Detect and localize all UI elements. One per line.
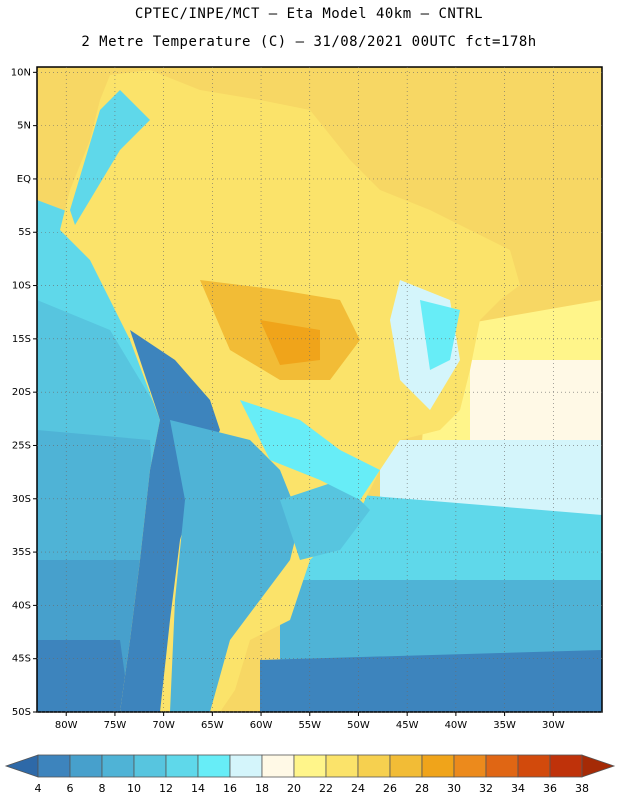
colorbar-swatch [261,754,295,778]
lon-label: 70W [152,720,175,731]
lat-label: 10S [12,281,31,292]
lat-label: EQ [17,174,31,185]
colorbar-label: 6 [67,782,74,795]
lon-label: 35W [493,720,516,731]
colorbar-swatch [421,754,455,778]
colorbar-swatch [357,754,391,778]
central-hot [260,320,320,365]
colorbar-swatch [101,754,135,778]
map-subtitle: 2 Metre Temperature (C) – 31/08/2021 00U… [81,34,537,50]
lon-label: 30W [542,720,565,731]
lon-label: 75W [104,720,127,731]
atlantic-band-22 [470,360,602,460]
atlantic-band-20 [380,440,602,520]
lat-label: 45S [12,654,31,665]
temperature-field [37,67,602,712]
colorbar-swatch [165,754,199,778]
lon-label: 45W [396,720,419,731]
colorbar-swatch [69,754,103,778]
lat-label: 40S [12,600,31,611]
colorbar-swatch [197,754,231,778]
colorbar-label: 18 [255,782,269,795]
colorbar-swatch [133,754,167,778]
colorbar-label: 8 [99,782,106,795]
colorbar-swatch [229,754,263,778]
colorbar: 4 6 8 10 12 14 16 18 20 22 24 26 28 30 32 34 36 38 [4,754,616,795]
colorbar-label: 34 [511,782,525,795]
andes-north-cool [70,90,150,225]
colorbar-swatch [293,754,327,778]
map-title: CPTEC/INPE/MCT – Eta Model 40km – CNTRL [134,6,484,22]
lat-label: 50S [12,707,31,718]
axis-labels: 10N 5N EQ 5S 10S 15S 20S 25S 30S 35S 40S 45S 50S 80W 7… [11,67,565,731]
colorbar-swatch [389,754,423,778]
pacific-band-8 [37,640,130,712]
colorbar-swatch [517,754,551,778]
colorbar-label: 12 [159,782,173,795]
atlantic-band-8 [260,650,602,712]
lat-label: 30S [12,494,31,505]
colorbar-label: 38 [575,782,589,795]
colorbar-label: 26 [383,782,397,795]
lon-label: 80W [55,720,78,731]
colorbar-label: 30 [447,782,461,795]
lat-label: 10N [11,67,31,78]
colorbar-swatch [549,754,583,778]
lon-label: 40W [445,720,468,731]
lon-label: 60W [250,720,273,731]
lat-label: 15S [12,334,31,345]
andes-south-cold [120,330,220,712]
colorbar-label: 36 [543,782,557,795]
lon-label: 65W [201,720,224,731]
lat-label: 20S [12,387,31,398]
colorbar-label: 22 [319,782,333,795]
colorbar-label: 28 [415,782,429,795]
colorbar-swatch [325,754,359,778]
colorbar-swatch [485,754,519,778]
uruguay-cool [280,480,370,560]
lat-label: 5S [18,227,31,238]
colorbar-swatch [453,754,487,778]
colorbar-left-arrow [4,754,39,778]
lat-label: 35S [12,547,31,558]
colorbar-label: 10 [127,782,141,795]
patagonia-cool [170,420,300,712]
colorbar-label: 20 [287,782,301,795]
colorbar-label: 32 [479,782,493,795]
lon-label: 50W [347,720,370,731]
colorbar-swatch [37,754,71,778]
colorbar-label: 14 [191,782,205,795]
colorbar-right-arrow [581,754,616,778]
south-brazil-cool [240,400,380,500]
colorbar-label: 24 [351,782,365,795]
colorbar-label: 16 [223,782,237,795]
map-frame [36,66,603,713]
lon-label: 55W [298,720,321,731]
lat-label: 25S [12,440,31,451]
lat-label: 5N [17,121,31,132]
colorbar-label: 4 [35,782,42,795]
east-brazil-cooler [420,300,460,370]
